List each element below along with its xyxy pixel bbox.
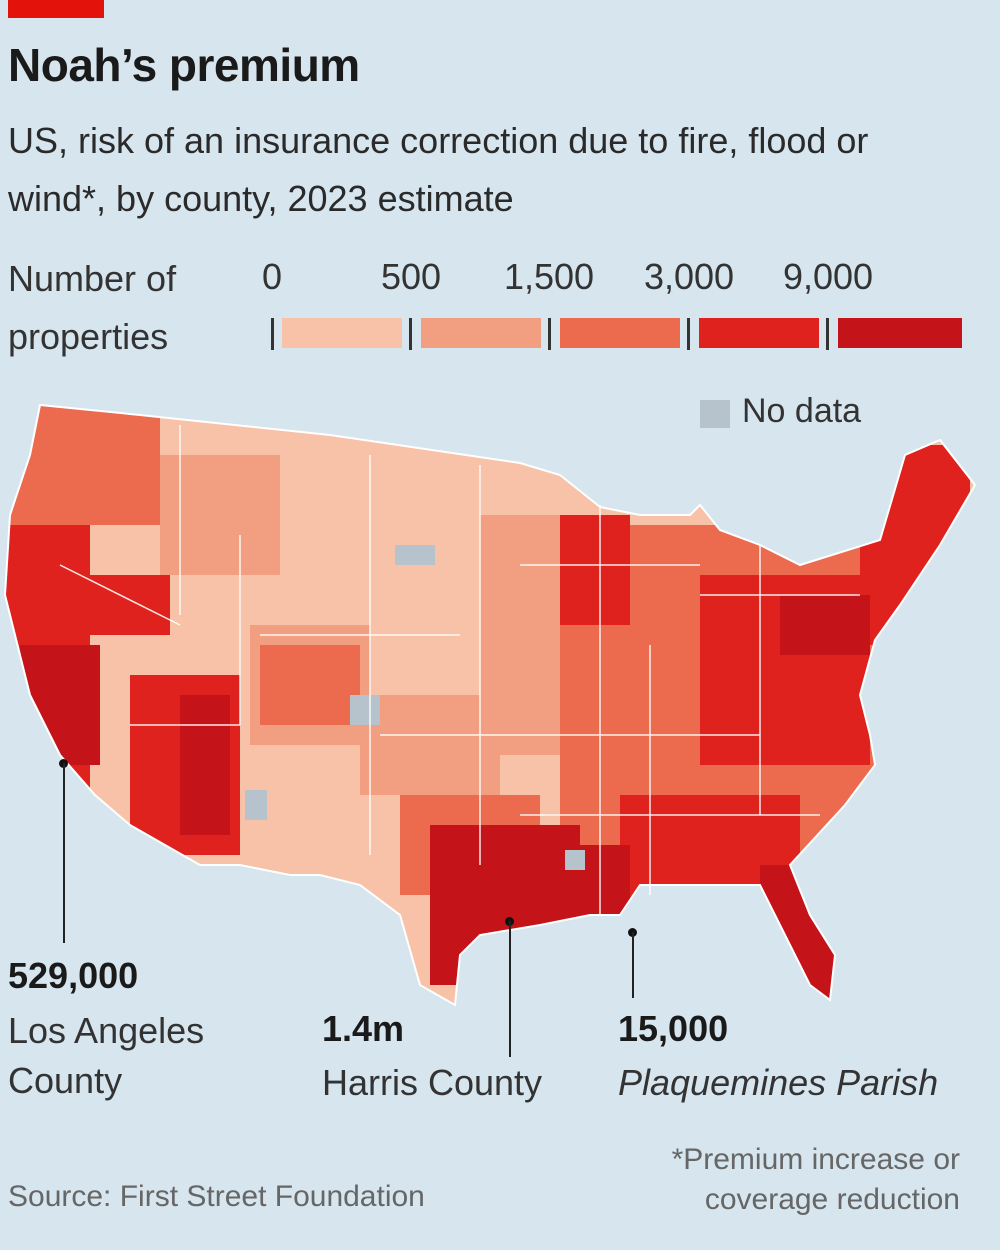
- us-county-map: [3, 403, 977, 1007]
- callout-value-la: 529,000: [8, 955, 139, 996]
- callout-label-la: Los Angeles County: [8, 1006, 204, 1106]
- no-data-label: No data: [742, 392, 862, 430]
- state-borders: [59, 425, 860, 915]
- map-fill: [5, 405, 975, 1005]
- footnote-line1: *Premium increase or: [671, 1143, 960, 1176]
- source-note: Source: First Street Foundation: [8, 1180, 425, 1213]
- legend-swatch-bin1: [282, 318, 402, 348]
- legend-tick-1500: 1,500: [503, 256, 595, 297]
- legend-tickmark: [548, 318, 551, 350]
- legend-tickmark: [687, 318, 690, 350]
- brand-tag: [8, 0, 104, 18]
- legend-tickmark: [271, 318, 274, 350]
- callout-line-la: [63, 763, 65, 943]
- callout-line-plaquemines: [632, 932, 634, 998]
- legend-swatch-bin5: [838, 318, 962, 348]
- legend-tick-500: 500: [380, 256, 442, 297]
- legend-swatch-bin3: [560, 318, 680, 348]
- footnote: *Premium increase or coverage reduction: [672, 1140, 960, 1220]
- callout-value-harris: 1.4m: [322, 1008, 405, 1049]
- legend-title-line1: Number of: [8, 258, 177, 299]
- callout-label-la-line2: County: [8, 1060, 123, 1101]
- callout-label-harris: Harris County: [322, 1062, 543, 1103]
- callout-value-plaquemines: 15,000: [618, 1008, 729, 1049]
- callout-label-la-line1: Los Angeles: [8, 1010, 205, 1051]
- legend-tick-3000: 3,000: [643, 256, 735, 297]
- callout-line-harris: [509, 921, 511, 1057]
- us-outline: [3, 403, 977, 1007]
- legend-title-line2: properties: [8, 316, 169, 357]
- legend-swatch-bin4: [699, 318, 819, 348]
- chart-subtitle: US, risk of an insurance correction due …: [8, 120, 869, 219]
- legend-tickmark: [409, 318, 412, 350]
- legend-tickmark: [826, 318, 829, 350]
- legend-title: Number of properties: [8, 250, 176, 366]
- legend-tick-0: 0: [261, 256, 283, 297]
- legend-swatch-bin2: [421, 318, 541, 348]
- legend-tick-9000: 9,000: [782, 256, 874, 297]
- chart-title: Noah’s premium: [8, 39, 360, 91]
- no-data-swatch: [700, 400, 730, 428]
- callout-label-plaquemines: Plaquemines Parish: [618, 1062, 939, 1103]
- footnote-line2: coverage reduction: [704, 1183, 960, 1216]
